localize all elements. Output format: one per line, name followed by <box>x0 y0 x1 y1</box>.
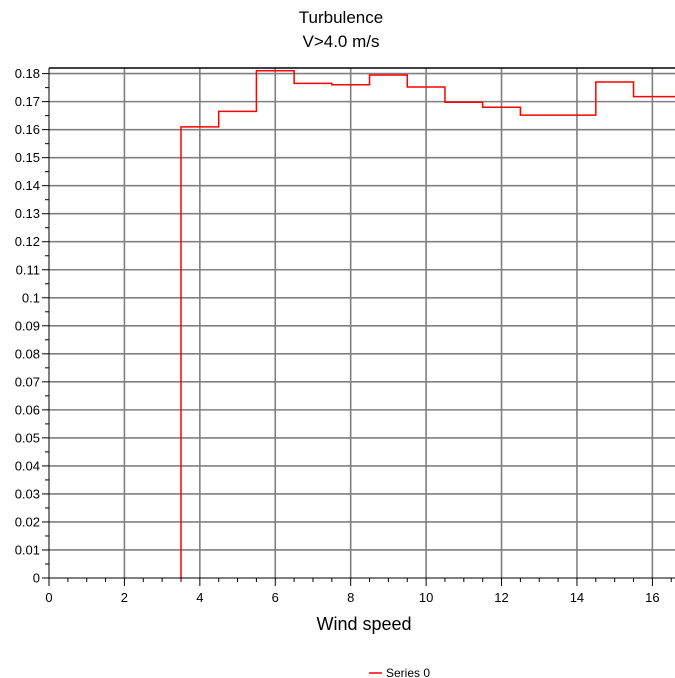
y-tick-label: 0.02 <box>15 514 40 529</box>
x-tick-label: 8 <box>347 590 354 605</box>
y-tick-label: 0 <box>33 571 40 586</box>
y-tick-label: 0.09 <box>15 318 40 333</box>
legend: Series 0 <box>369 666 430 678</box>
y-tick-label: 0.03 <box>15 486 40 501</box>
x-tick-label: 0 <box>45 590 52 605</box>
y-tick-label: 0.01 <box>15 542 40 557</box>
y-tick-label: 0.1 <box>22 290 40 305</box>
grid <box>49 68 675 578</box>
y-tick-label: 0.18 <box>15 66 40 81</box>
x-axis-label: Wind speed <box>316 614 411 634</box>
y-tick-label: 0.08 <box>15 346 40 361</box>
x-tick-label: 16 <box>645 590 659 605</box>
chart-subtitle: V>4.0 m/s <box>302 32 379 51</box>
y-tick-label: 0.15 <box>15 150 40 165</box>
y-tick-label: 0.06 <box>15 402 40 417</box>
x-tick-label: 2 <box>121 590 128 605</box>
y-tick-label: 0.04 <box>15 458 40 473</box>
x-tick-label: 6 <box>272 590 279 605</box>
y-tick-label: 0.16 <box>15 122 40 137</box>
x-tick-label: 10 <box>419 590 433 605</box>
series-layer <box>180 70 675 578</box>
y-tick-label: 0.12 <box>15 234 40 249</box>
y-tick-label: 0.07 <box>15 374 40 389</box>
y-tick-label: 0.14 <box>15 178 40 193</box>
chart-title: Turbulence <box>299 8 383 27</box>
series-line-0 <box>180 70 675 578</box>
x-tick-label: 12 <box>494 590 508 605</box>
legend-label-series-0: Series 0 <box>386 666 430 678</box>
y-tick-label: 0.11 <box>16 262 40 277</box>
x-tick-label: 4 <box>196 590 203 605</box>
y-tick-label: 0.05 <box>15 430 40 445</box>
y-tick-label: 0.13 <box>15 206 40 221</box>
x-tick-label: 14 <box>570 590 584 605</box>
y-tick-label: 0.17 <box>15 94 40 109</box>
axes <box>42 67 675 586</box>
y-tick-labels: 0 0.01 0.02 0.03 0.04 0.05 0.06 0.07 0.08 0.09 0.1… <box>15 66 40 585</box>
x-tick-labels: 0 2 4 6 8 10 12 14 16 <box>45 590 659 605</box>
